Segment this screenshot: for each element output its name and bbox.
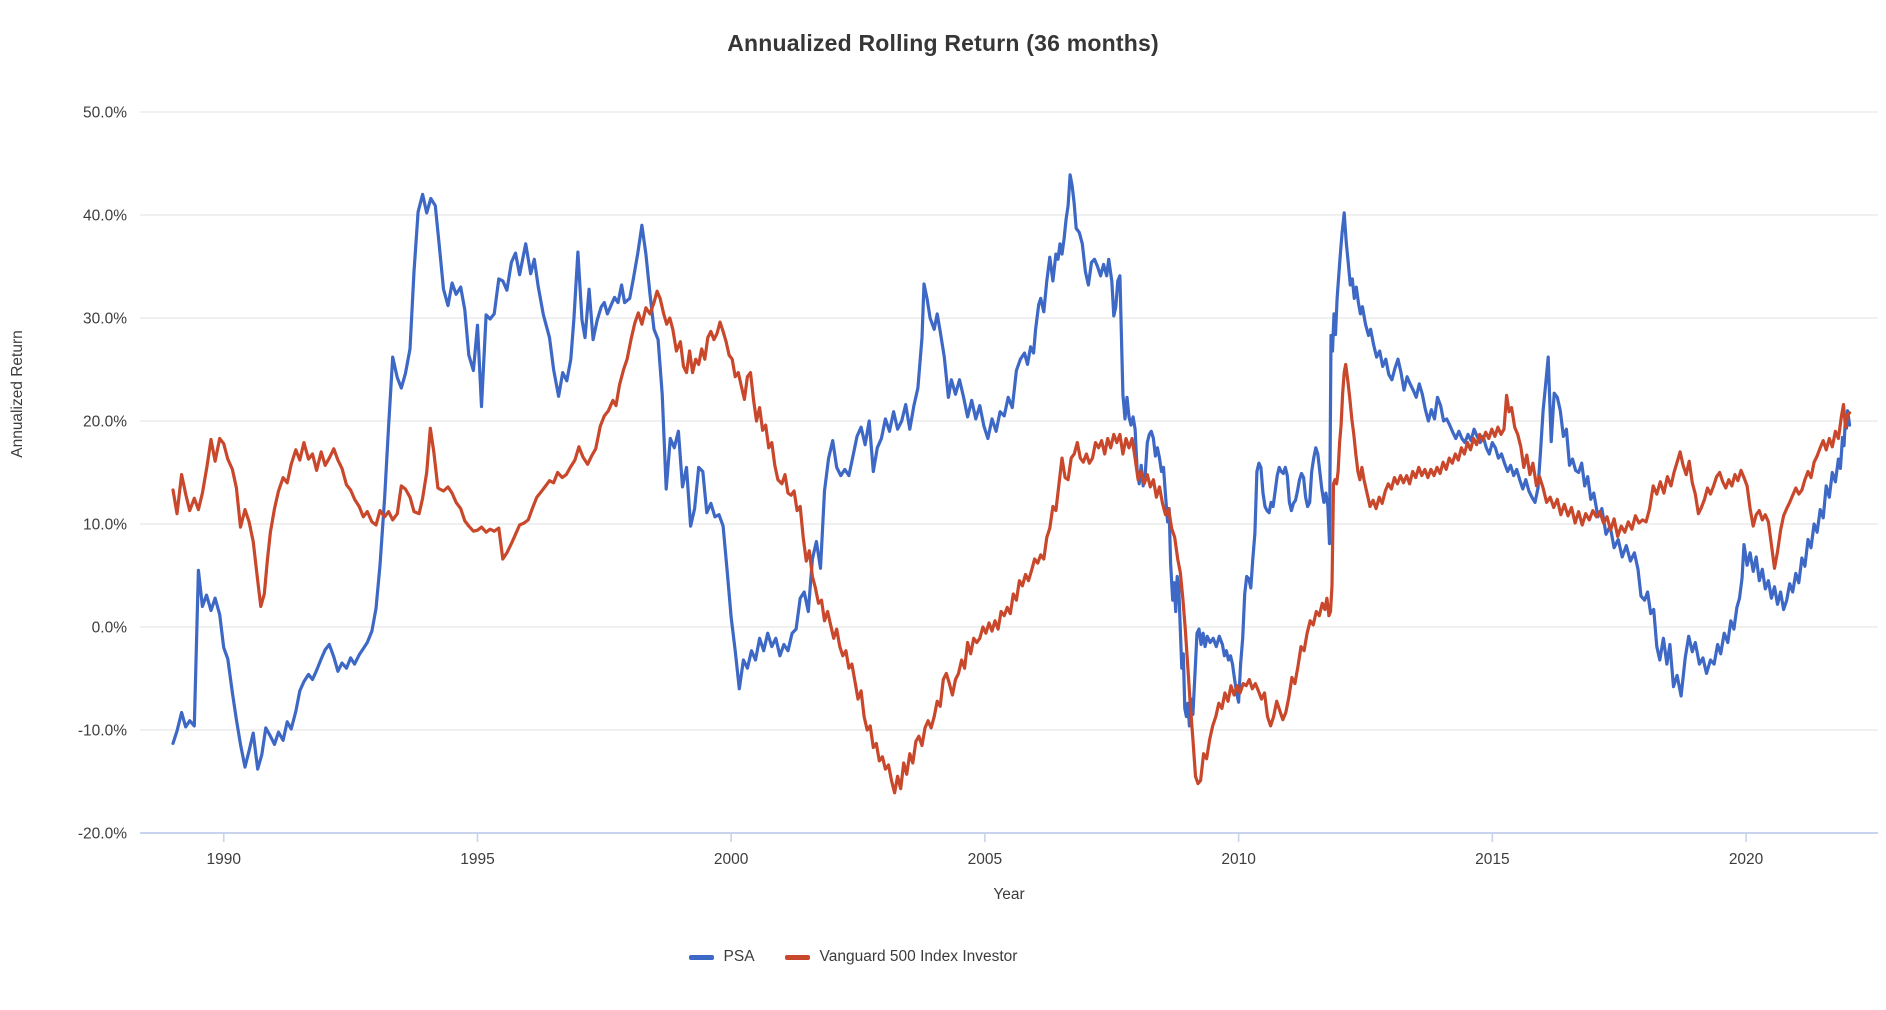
y-tick-label: 40.0% — [83, 208, 127, 225]
x-tick-label: 2000 — [714, 851, 749, 868]
y-tick-label: 50.0% — [83, 105, 127, 122]
x-tick-label: 2010 — [1221, 851, 1256, 868]
legend-item-psa: PSA — [688, 948, 755, 966]
y-tick-label: 30.0% — [83, 311, 127, 328]
x-tick-label: 2005 — [968, 851, 1002, 868]
x-tick-label: 2020 — [1729, 851, 1764, 868]
x-tick-label: 2015 — [1475, 851, 1509, 868]
chart-legend: PSA Vanguard 500 Index Investor — [0, 948, 1706, 966]
legend-label-vanguard: Vanguard 500 Index Investor — [819, 948, 1018, 965]
y-tick-label: 0.0% — [92, 620, 128, 637]
series-line-psa — [171, 173, 1852, 771]
series-line-vanguard-500-index-investor — [171, 289, 1852, 795]
x-tick-label: 1995 — [460, 851, 494, 868]
y-tick-label: -10.0% — [78, 723, 127, 740]
chart-title: Annualized Rolling Return (36 months) — [727, 30, 1159, 56]
vanguard-line-swatch-icon — [784, 954, 810, 960]
legend-label-psa: PSA — [723, 948, 755, 965]
x-axis-title: Year — [993, 886, 1025, 903]
y-tick-label: 20.0% — [83, 414, 127, 431]
x-tick-label: 1990 — [206, 851, 241, 868]
y-tick-label: -20.0% — [78, 826, 127, 843]
psa-line-swatch-icon — [688, 954, 714, 960]
y-tick-label: 10.0% — [83, 517, 127, 534]
legend-item-vanguard: Vanguard 500 Index Investor — [784, 948, 1018, 966]
